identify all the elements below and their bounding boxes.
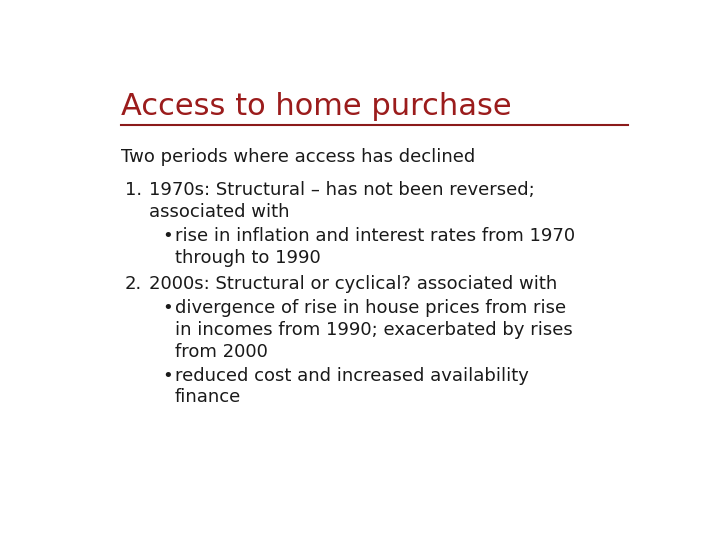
Text: associated with: associated with [148,203,289,221]
Text: rise in inflation and interest rates from 1970: rise in inflation and interest rates fro… [175,227,575,245]
Text: •: • [163,227,174,245]
Text: through to 1990: through to 1990 [175,249,320,267]
Text: reduced cost and increased availability: reduced cost and increased availability [175,367,528,384]
Text: 1.: 1. [125,181,142,199]
Text: finance: finance [175,388,241,407]
Text: Two periods where access has declined: Two periods where access has declined [121,148,475,166]
Text: 2.: 2. [125,275,142,293]
Text: in incomes from 1990; exacerbated by rises: in incomes from 1990; exacerbated by ris… [175,321,572,339]
Text: 1970s: Structural – has not been reversed;: 1970s: Structural – has not been reverse… [148,181,534,199]
Text: Access to home purchase: Access to home purchase [121,92,511,121]
Text: from 2000: from 2000 [175,342,268,361]
Text: •: • [163,299,174,318]
Text: divergence of rise in house prices from rise: divergence of rise in house prices from … [175,299,566,318]
Text: 2000s: Structural or cyclical? associated with: 2000s: Structural or cyclical? associate… [148,275,557,293]
Text: •: • [163,367,174,384]
